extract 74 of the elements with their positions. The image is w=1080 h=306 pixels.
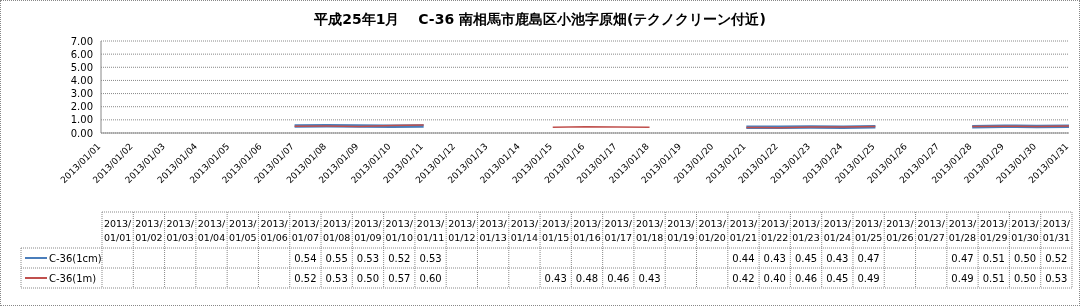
data-label: 0.52 <box>1045 253 1068 264</box>
category-label: 2013/01/11 <box>416 218 445 243</box>
category-label: 2013/01/19 <box>667 218 695 243</box>
category-label: 2013/01/01 <box>103 218 132 243</box>
category-label: 2013/01/18 <box>635 218 664 243</box>
data-label: 0.40 <box>763 273 786 284</box>
category-label: 2013/01/07 <box>291 218 320 243</box>
data-label: 0.47 <box>951 253 974 264</box>
data-label: 0.43 <box>763 253 786 264</box>
legend-label: C-36(1m) <box>49 273 97 284</box>
y-tick-label: 1.00 <box>70 114 93 126</box>
category-label: 2013/01/02 <box>135 218 163 243</box>
category-label: 2013/01/25 <box>854 218 883 243</box>
data-label: 0.51 <box>982 253 1005 264</box>
category-label: 2013/01/13 <box>479 218 507 243</box>
category-label: 2013/01/14 <box>510 218 539 243</box>
data-label: 0.53 <box>419 253 442 264</box>
data-label: 0.50 <box>356 273 380 284</box>
data-label: 0.43 <box>638 273 661 284</box>
data-label: 0.46 <box>794 273 818 284</box>
data-label: 0.47 <box>857 253 880 264</box>
category-label: 2013/01/27 <box>917 218 945 243</box>
category-label: 2013/01/10 <box>385 218 413 243</box>
chart-title: 平成25年1月 C-36 南相馬市鹿島区小池字原畑(テクノクリーン付近) <box>313 11 767 29</box>
data-label: 0.54 <box>294 253 317 264</box>
data-label: 0.45 <box>826 273 849 284</box>
data-label: 0.49 <box>857 273 880 284</box>
category-label: 2013/01/20 <box>698 218 726 243</box>
category-label: 2013/01/21 <box>729 218 758 243</box>
category-label: 2013/01/09 <box>354 218 382 243</box>
category-label: 2013/01/08 <box>322 218 351 243</box>
category-label: 2013/01/03 <box>166 218 194 243</box>
data-label: 0.53 <box>325 273 348 284</box>
legend-label: C-36(1cm) <box>49 253 102 264</box>
data-label: 0.43 <box>826 253 849 264</box>
y-tick-label: 5.00 <box>70 61 93 73</box>
data-label: 0.60 <box>419 273 442 284</box>
category-label: 2013/01/06 <box>260 218 288 243</box>
category-label: 2013/01/23 <box>792 218 820 243</box>
category-label: 2013/01/30 <box>1011 218 1039 243</box>
y-tick-label: 4.00 <box>70 74 93 86</box>
data-label: 0.49 <box>951 273 974 284</box>
category-label: 2013/01/16 <box>573 218 601 243</box>
data-label: 0.52 <box>388 253 411 264</box>
category-label: 2013/01/22 <box>761 218 789 243</box>
data-label: 0.44 <box>732 253 755 264</box>
category-label: 2013/01/15 <box>542 218 570 243</box>
data-label: 0.46 <box>607 273 630 284</box>
y-tick-label: 3.00 <box>70 88 93 100</box>
data-label: 0.53 <box>356 253 380 264</box>
category-label: 2013/01/12 <box>448 218 476 243</box>
category-label: 2013/01/29 <box>980 218 1008 243</box>
data-label: 0.53 <box>1045 273 1068 284</box>
y-tick-label: 0.00 <box>70 127 93 139</box>
y-tick-label: 6.00 <box>70 48 93 60</box>
data-label: 0.42 <box>732 273 755 284</box>
data-label: 0.50 <box>1013 253 1037 264</box>
data-label: 0.57 <box>388 273 411 284</box>
category-label: 2013/01/05 <box>229 218 257 243</box>
category-label: 2013/01/04 <box>197 218 226 243</box>
category-label: 2013/01/17 <box>604 218 632 243</box>
category-label: 2013/01/28 <box>948 218 977 243</box>
data-label: 0.50 <box>1013 273 1037 284</box>
category-label: 2013/01/31 <box>1042 218 1071 243</box>
y-tick-label: 2.00 <box>70 101 93 113</box>
data-label: 0.51 <box>982 273 1005 284</box>
data-label: 0.43 <box>544 273 567 284</box>
data-label: 0.48 <box>575 273 599 284</box>
data-label: 0.52 <box>294 273 317 284</box>
y-tick-label: 7.00 <box>70 35 93 47</box>
category-label: 2013/01/24 <box>823 218 852 243</box>
data-label: 0.45 <box>794 253 818 264</box>
data-label: 0.55 <box>325 253 348 264</box>
category-label: 2013/01/26 <box>886 218 914 243</box>
